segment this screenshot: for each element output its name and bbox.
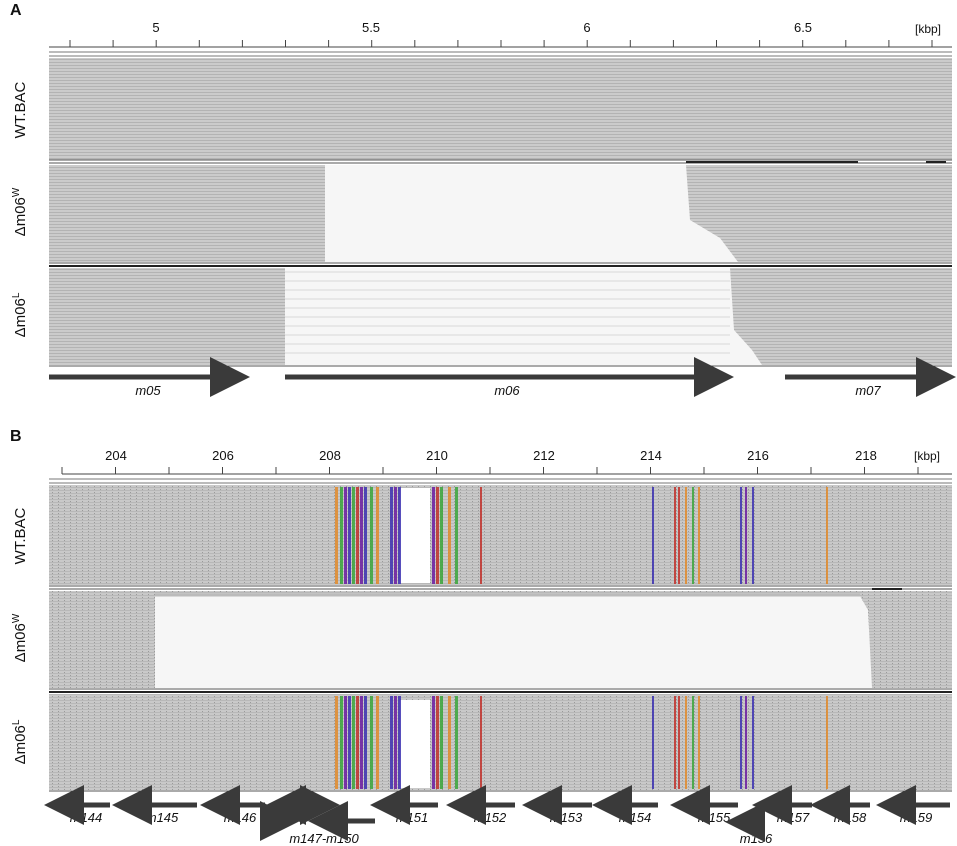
mismatch-column: [448, 487, 451, 584]
mismatch-column: [692, 696, 694, 789]
mismatch-column: [685, 487, 687, 584]
mismatch-column: [436, 487, 439, 584]
mismatch-column: [335, 696, 338, 789]
mismatch-column: [740, 487, 742, 584]
mismatch-column: [398, 487, 401, 584]
mismatch-column: [674, 487, 676, 584]
mismatch-column: [348, 696, 351, 789]
mismatch-column: [826, 487, 828, 584]
ruler-a-tick-label: 5: [152, 20, 160, 35]
track-b-wt-reads: [49, 485, 952, 585]
mismatch-column: [455, 696, 458, 789]
mismatch-column: [432, 696, 435, 789]
ruler-b-tick-label: 206: [212, 448, 234, 463]
gene-a-label: m05: [135, 383, 161, 398]
mismatch-column: [390, 487, 393, 584]
mismatch-column: [335, 487, 338, 584]
gene-b-label: m145: [145, 810, 179, 825]
mismatch-column: [348, 487, 351, 584]
track-a-wt-reads: [49, 58, 952, 160]
mismatch-column: [376, 487, 379, 584]
mismatch-column: [436, 696, 439, 789]
ruler-a-tick-label: 6: [583, 20, 591, 35]
gene-arrows-b: [44, 785, 950, 842]
ruler-b-tick-label: 212: [533, 448, 555, 463]
mismatch-column: [674, 696, 676, 789]
mismatch-column: [480, 696, 482, 789]
mismatch-column: [398, 696, 401, 789]
mismatch-column: [692, 487, 694, 584]
track-b-l-reads: [49, 694, 952, 790]
mismatch-column: [360, 696, 363, 789]
mismatch-column: [344, 487, 347, 584]
ruler-b-tick-label: 214: [640, 448, 662, 463]
mismatch-column: [652, 487, 654, 584]
ruler-b-tick-label: 210: [426, 448, 448, 463]
mismatch-column: [685, 696, 687, 789]
mismatch-column: [698, 696, 700, 789]
ruler-b-tick-label: 208: [319, 448, 341, 463]
mismatch-column: [455, 487, 458, 584]
mismatch-column: [698, 487, 700, 584]
mismatch-column: [652, 696, 654, 789]
mismatch-column: [826, 696, 828, 789]
ruler-a: [49, 40, 952, 57]
ruler-a-tick-label: 6.5: [793, 20, 813, 35]
gene-a-label: m07: [855, 383, 881, 398]
track-a-w-deletion: [325, 165, 738, 262]
gene-a-label: m06: [494, 383, 520, 398]
mismatch-column: [678, 696, 680, 789]
ruler-b: [49, 467, 952, 484]
mismatch-column: [352, 487, 355, 584]
mismatch-column: [448, 696, 451, 789]
mismatch-column: [344, 696, 347, 789]
mismatch-column: [678, 487, 680, 584]
mismatch-column: [370, 487, 373, 584]
ruler-a-tick-label: 5.5: [361, 20, 381, 35]
mismatch-column: [364, 487, 367, 584]
ruler-b-tick-label: 216: [747, 448, 769, 463]
mismatch-column: [745, 696, 747, 789]
mismatch-column: [745, 487, 747, 584]
mismatch-column: [360, 487, 363, 584]
mismatch-column: [390, 696, 393, 789]
ruler-b-tick-label: 204: [105, 448, 127, 463]
mismatch-column: [370, 696, 373, 789]
mismatch-column: [364, 696, 367, 789]
mismatch-column: [352, 696, 355, 789]
mismatch-column: [752, 696, 754, 789]
track-b-w-deletion: [155, 596, 872, 688]
ruler-a-unit: [kbp]: [915, 22, 942, 36]
mismatch-column: [340, 487, 343, 584]
mismatch-column: [740, 696, 742, 789]
mismatch-column: [480, 487, 482, 584]
mismatch-column: [356, 696, 359, 789]
mismatch-column: [394, 487, 397, 584]
ruler-b-tick-label: 218: [855, 448, 877, 463]
mismatch-column: [376, 696, 379, 789]
mismatch-column: [394, 696, 397, 789]
panel-b-label: B: [10, 428, 22, 445]
mismatch-column: [340, 696, 343, 789]
mismatch-column: [752, 487, 754, 584]
mismatch-column: [432, 487, 435, 584]
panel-a-label: A: [10, 2, 22, 19]
ruler-b-unit: [kbp]: [914, 449, 941, 463]
mismatch-column: [440, 487, 443, 584]
mismatch-column: [356, 487, 359, 584]
mismatch-column: [440, 696, 443, 789]
